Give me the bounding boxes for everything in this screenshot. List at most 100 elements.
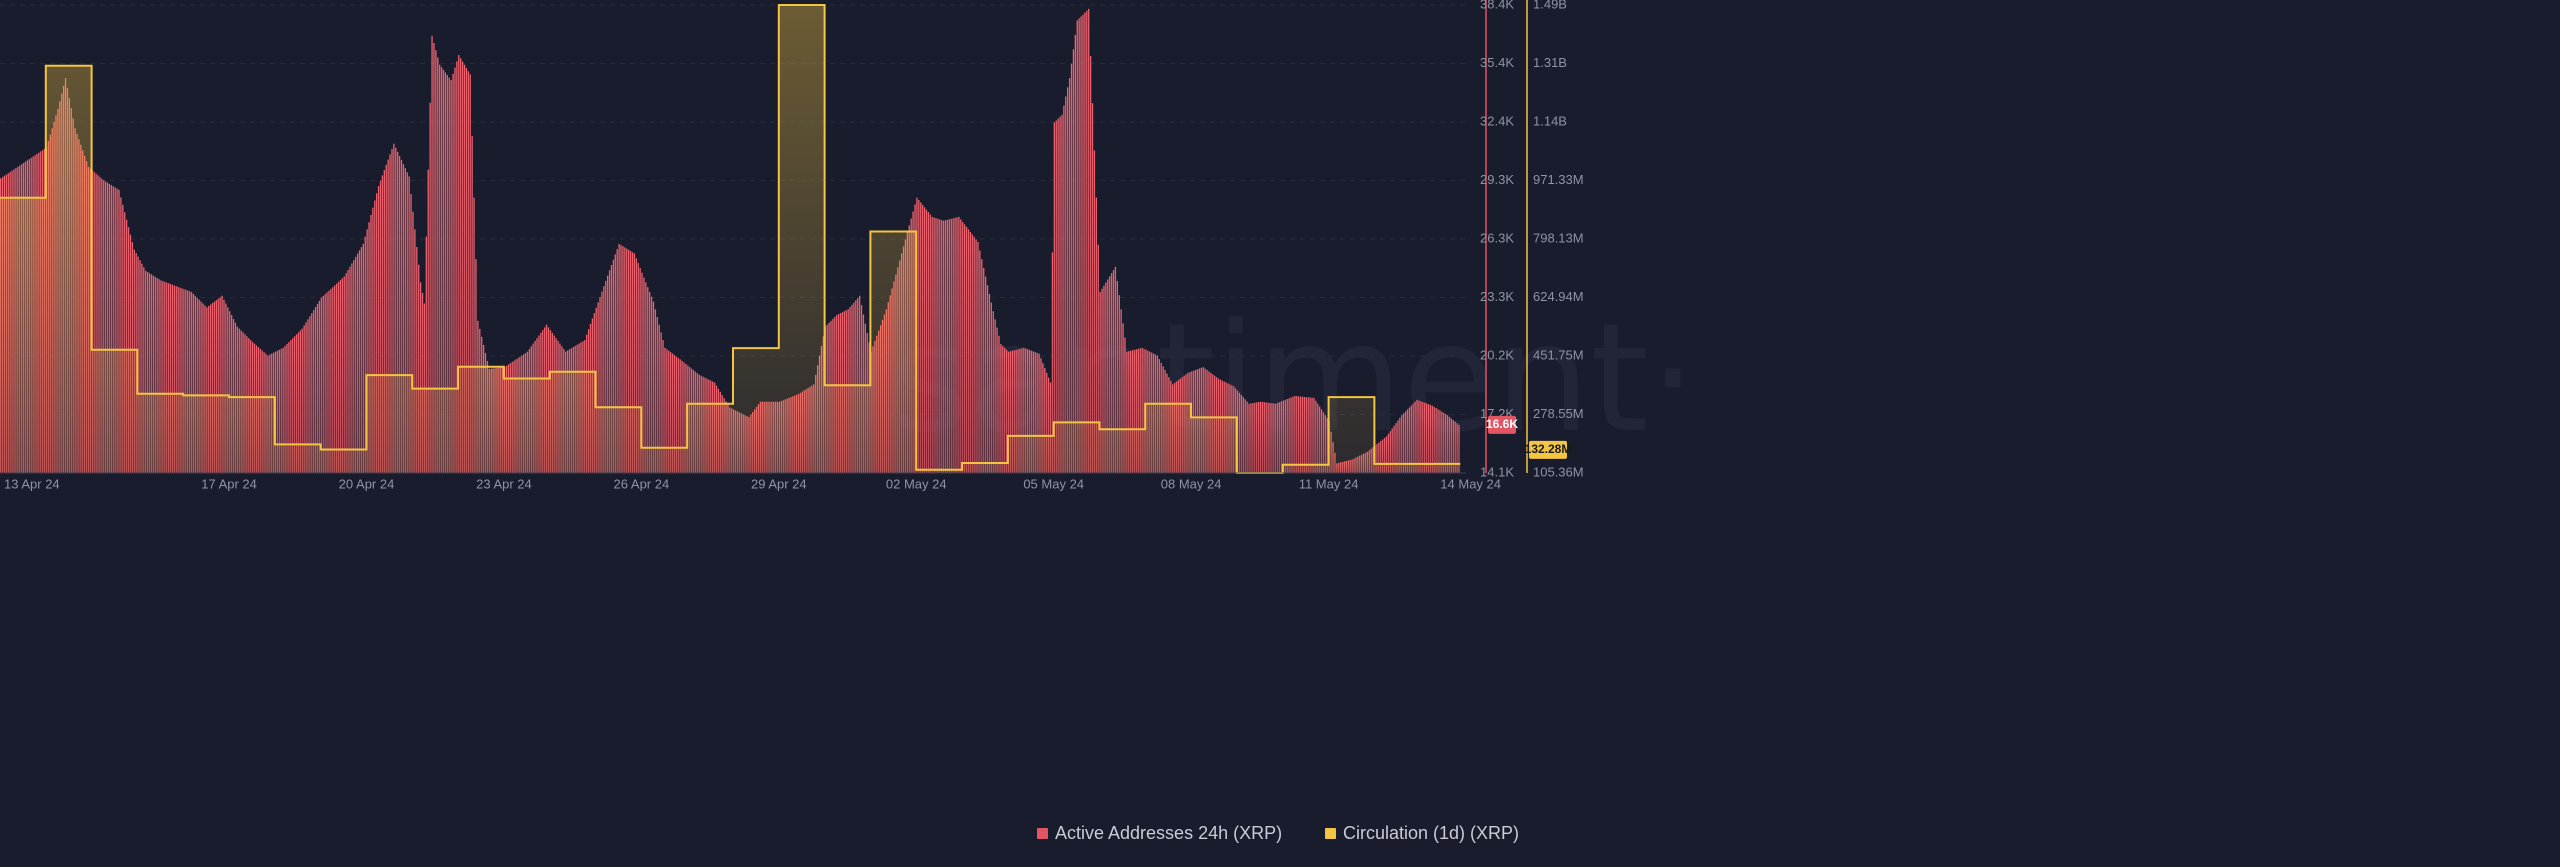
active-addresses-bar (1040, 358, 1042, 473)
active-addresses-bar (145, 270, 147, 473)
right-tick-label: 971.33M (1533, 172, 1584, 187)
active-addresses-bar (1443, 412, 1445, 473)
active-addresses-bar (1399, 417, 1401, 473)
active-addresses-bar (1420, 401, 1422, 473)
active-addresses-bar (425, 236, 427, 473)
x-tick-label: 20 Apr 24 (339, 476, 395, 491)
active-addresses-bar (1000, 343, 1002, 473)
active-addresses-bar (1038, 353, 1040, 473)
active-addresses-bar (450, 80, 452, 474)
active-addresses-bar (421, 292, 424, 473)
active-addresses-bar (918, 200, 920, 473)
active-addresses-bar (318, 300, 321, 473)
active-addresses-bar (681, 360, 683, 473)
active-addresses-bar (1456, 423, 1458, 473)
active-addresses-badge (1488, 415, 1516, 434)
active-addresses-bar (652, 301, 655, 473)
active-addresses-bar (984, 276, 987, 473)
right-tick-label: 624.94M (1533, 289, 1584, 304)
active-addresses-bar (1320, 409, 1323, 473)
active-addresses-bar (1093, 150, 1096, 473)
active-addresses-bar (1122, 323, 1124, 473)
active-addresses-bar (1280, 401, 1283, 473)
active-addresses-bar (454, 67, 456, 473)
active-addresses-bar (393, 143, 395, 474)
active-addresses-bar (990, 302, 993, 473)
active-addresses-bar (668, 350, 670, 473)
active-addresses-bar (1391, 428, 1393, 473)
active-addresses-bar (349, 266, 351, 473)
circulation-series (0, 4, 1461, 474)
active-addresses-bar (1103, 285, 1105, 473)
active-addresses-bar (166, 282, 168, 473)
active-addresses-bar (658, 324, 660, 473)
active-addresses-bar (360, 247, 363, 473)
left-tick-label: 32.4K (1480, 113, 1514, 128)
active-addresses-bar (1259, 401, 1262, 473)
active-addresses-bar (620, 245, 622, 473)
active-addresses-bar (1382, 439, 1384, 473)
active-addresses-bar (229, 311, 231, 473)
active-addresses-bar (324, 294, 326, 473)
active-addresses-bar (1068, 78, 1071, 473)
active-addresses-bar (282, 347, 284, 473)
active-addresses-bar (171, 284, 174, 473)
active-addresses-bar (402, 164, 405, 473)
left-axis-ticks: 14.1K17.2K20.2K23.3K26.3K29.3K32.4K35.4K… (1480, 0, 1514, 479)
active-addresses-bar (162, 281, 164, 473)
active-addresses-bar (194, 295, 197, 473)
active-addresses-bar (276, 350, 279, 473)
active-addresses-bar (120, 197, 122, 473)
active-addresses-bar (1063, 105, 1065, 473)
active-addresses-bar (1005, 349, 1008, 473)
active-addresses-bar (284, 345, 286, 473)
active-addresses-bar (1414, 401, 1416, 473)
active-addresses-bar (1427, 404, 1430, 473)
active-addresses-bar (1450, 418, 1453, 473)
active-addresses-bar (1307, 397, 1309, 473)
active-addresses-bar (192, 293, 195, 473)
active-addresses-bar (656, 317, 658, 473)
active-addresses-bar (950, 218, 952, 473)
active-addresses-bar (1046, 372, 1048, 473)
active-addresses-bar (303, 325, 305, 473)
active-addresses-bar (175, 286, 177, 473)
active-addresses-bar (376, 193, 378, 473)
active-addresses-bar (1065, 96, 1067, 473)
active-addresses-bar (1105, 282, 1107, 473)
active-addresses-bar (958, 216, 960, 473)
active-addresses-bar (160, 280, 162, 473)
active-addresses-bar (1072, 49, 1075, 474)
active-addresses-bar (935, 218, 937, 473)
active-addresses-bar (631, 252, 634, 473)
legend-swatch (1037, 828, 1048, 839)
active-addresses-bar (675, 356, 678, 473)
right-tick-label: 105.36M (1533, 464, 1584, 479)
active-addresses-bar (313, 310, 315, 473)
active-addresses-bar (412, 211, 414, 473)
right-tick-label: 1.49B (1533, 0, 1567, 11)
active-addresses-bar (460, 58, 462, 473)
active-addresses-bar (280, 348, 282, 473)
active-addresses-bar (1406, 409, 1409, 473)
active-addresses-bar (1305, 397, 1307, 473)
active-addresses-bar (1246, 401, 1248, 473)
active-addresses-bar (143, 267, 145, 473)
active-addresses-bar (1101, 288, 1103, 473)
active-addresses-bar (139, 260, 141, 473)
active-addresses-bar (167, 283, 170, 473)
active-addresses-bar (439, 64, 441, 473)
active-addresses-bar (467, 71, 469, 474)
active-addresses-bar (1242, 397, 1244, 473)
active-addresses-bar (1395, 423, 1397, 473)
active-addresses-bar (1286, 399, 1288, 473)
active-addresses-bar (389, 154, 391, 473)
active-addresses-bar (419, 282, 422, 473)
active-addresses-bar (290, 340, 292, 473)
active-addresses-bar (1256, 402, 1258, 473)
active-addresses-bar (435, 50, 437, 473)
active-addresses-bar (1047, 377, 1050, 473)
active-addresses-bar (1431, 405, 1433, 473)
active-addresses-bar (650, 296, 653, 473)
active-addresses-bar (208, 305, 210, 473)
